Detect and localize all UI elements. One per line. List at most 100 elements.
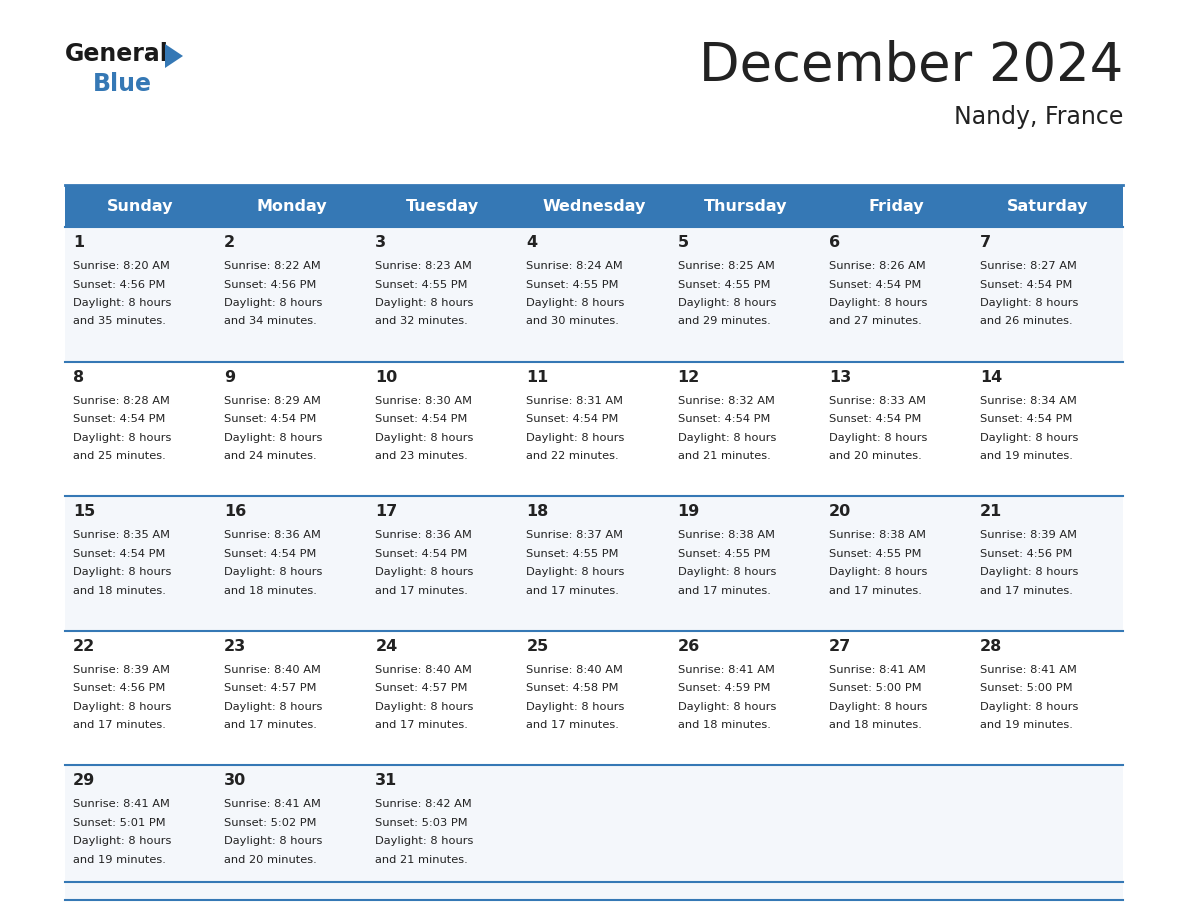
Text: Sunset: 4:56 PM: Sunset: 4:56 PM (980, 549, 1073, 559)
Text: Sunset: 4:55 PM: Sunset: 4:55 PM (526, 279, 619, 289)
Text: and 17 minutes.: and 17 minutes. (526, 721, 619, 731)
Text: Sunset: 4:56 PM: Sunset: 4:56 PM (225, 279, 316, 289)
Text: Sunset: 4:58 PM: Sunset: 4:58 PM (526, 683, 619, 693)
Text: and 19 minutes.: and 19 minutes. (980, 451, 1073, 461)
Text: Sunset: 4:54 PM: Sunset: 4:54 PM (72, 414, 165, 424)
Text: 5: 5 (677, 235, 689, 250)
Text: and 20 minutes.: and 20 minutes. (225, 855, 317, 865)
Text: 4: 4 (526, 235, 537, 250)
Text: Daylight: 8 hours: Daylight: 8 hours (72, 298, 171, 308)
Text: Daylight: 8 hours: Daylight: 8 hours (829, 567, 927, 577)
Text: Daylight: 8 hours: Daylight: 8 hours (526, 701, 625, 711)
Text: Daylight: 8 hours: Daylight: 8 hours (225, 701, 322, 711)
Bar (65, 497, 1123, 631)
Text: Friday: Friday (868, 198, 924, 214)
Text: December 2024: December 2024 (699, 40, 1123, 92)
Text: Sunset: 5:01 PM: Sunset: 5:01 PM (72, 818, 165, 828)
Text: and 17 minutes.: and 17 minutes. (980, 586, 1073, 596)
Text: and 19 minutes.: and 19 minutes. (72, 855, 166, 865)
Text: Sunrise: 8:24 AM: Sunrise: 8:24 AM (526, 261, 624, 271)
Text: and 29 minutes.: and 29 minutes. (677, 317, 770, 327)
Text: Sunset: 4:57 PM: Sunset: 4:57 PM (225, 683, 317, 693)
Text: Sunrise: 8:29 AM: Sunrise: 8:29 AM (225, 396, 321, 406)
Text: and 17 minutes.: and 17 minutes. (225, 721, 317, 731)
Text: and 25 minutes.: and 25 minutes. (72, 451, 166, 461)
Text: 25: 25 (526, 639, 549, 654)
Polygon shape (165, 44, 183, 68)
Text: Sunrise: 8:41 AM: Sunrise: 8:41 AM (980, 665, 1076, 675)
Text: and 27 minutes.: and 27 minutes. (829, 317, 922, 327)
Text: and 18 minutes.: and 18 minutes. (677, 721, 771, 731)
Text: Sunrise: 8:32 AM: Sunrise: 8:32 AM (677, 396, 775, 406)
Text: Daylight: 8 hours: Daylight: 8 hours (72, 567, 171, 577)
Text: Sunset: 4:54 PM: Sunset: 4:54 PM (980, 279, 1073, 289)
Text: 1: 1 (72, 235, 84, 250)
Text: 3: 3 (375, 235, 386, 250)
Text: 29: 29 (72, 773, 95, 789)
Text: Sunrise: 8:41 AM: Sunrise: 8:41 AM (72, 800, 170, 810)
Text: Sunset: 4:54 PM: Sunset: 4:54 PM (980, 414, 1073, 424)
Text: and 17 minutes.: and 17 minutes. (677, 586, 771, 596)
Text: Sunset: 5:02 PM: Sunset: 5:02 PM (225, 818, 317, 828)
Text: Sunday: Sunday (107, 198, 173, 214)
Text: Sunset: 4:55 PM: Sunset: 4:55 PM (526, 549, 619, 559)
Text: Daylight: 8 hours: Daylight: 8 hours (677, 298, 776, 308)
Text: Tuesday: Tuesday (406, 198, 480, 214)
Text: Wednesday: Wednesday (542, 198, 646, 214)
Text: and 20 minutes.: and 20 minutes. (829, 451, 922, 461)
Text: General: General (65, 42, 169, 66)
Text: Daylight: 8 hours: Daylight: 8 hours (225, 836, 322, 846)
Text: Sunrise: 8:34 AM: Sunrise: 8:34 AM (980, 396, 1076, 406)
Text: Sunrise: 8:41 AM: Sunrise: 8:41 AM (225, 800, 321, 810)
Text: 7: 7 (980, 235, 991, 250)
Text: Sunset: 4:54 PM: Sunset: 4:54 PM (526, 414, 619, 424)
Text: Sunrise: 8:22 AM: Sunrise: 8:22 AM (225, 261, 321, 271)
Text: Sunrise: 8:30 AM: Sunrise: 8:30 AM (375, 396, 473, 406)
Text: 23: 23 (225, 639, 246, 654)
Text: Sunrise: 8:33 AM: Sunrise: 8:33 AM (829, 396, 925, 406)
Text: and 22 minutes.: and 22 minutes. (526, 451, 619, 461)
Text: Sunset: 4:54 PM: Sunset: 4:54 PM (72, 549, 165, 559)
Text: Daylight: 8 hours: Daylight: 8 hours (980, 567, 1079, 577)
Text: Sunrise: 8:35 AM: Sunrise: 8:35 AM (72, 531, 170, 540)
Text: Daylight: 8 hours: Daylight: 8 hours (677, 701, 776, 711)
Text: Daylight: 8 hours: Daylight: 8 hours (526, 432, 625, 442)
Text: and 18 minutes.: and 18 minutes. (225, 586, 317, 596)
Text: Sunrise: 8:41 AM: Sunrise: 8:41 AM (677, 665, 775, 675)
Text: Sunrise: 8:40 AM: Sunrise: 8:40 AM (375, 665, 472, 675)
Text: 17: 17 (375, 504, 398, 520)
Text: Sunset: 4:55 PM: Sunset: 4:55 PM (375, 279, 468, 289)
Text: 20: 20 (829, 504, 851, 520)
Text: Sunrise: 8:38 AM: Sunrise: 8:38 AM (829, 531, 925, 540)
Text: Daylight: 8 hours: Daylight: 8 hours (829, 432, 927, 442)
Text: Saturday: Saturday (1006, 198, 1088, 214)
Text: Sunrise: 8:31 AM: Sunrise: 8:31 AM (526, 396, 624, 406)
Text: Daylight: 8 hours: Daylight: 8 hours (526, 567, 625, 577)
Text: Sunrise: 8:36 AM: Sunrise: 8:36 AM (225, 531, 321, 540)
Text: Daylight: 8 hours: Daylight: 8 hours (677, 432, 776, 442)
Text: Sunset: 4:54 PM: Sunset: 4:54 PM (677, 414, 770, 424)
Text: Daylight: 8 hours: Daylight: 8 hours (72, 701, 171, 711)
Text: Sunrise: 8:39 AM: Sunrise: 8:39 AM (980, 531, 1076, 540)
Text: and 35 minutes.: and 35 minutes. (72, 317, 166, 327)
Text: Sunset: 4:59 PM: Sunset: 4:59 PM (677, 683, 770, 693)
Text: Daylight: 8 hours: Daylight: 8 hours (72, 836, 171, 846)
Text: Sunrise: 8:28 AM: Sunrise: 8:28 AM (72, 396, 170, 406)
Text: Sunset: 4:55 PM: Sunset: 4:55 PM (677, 549, 770, 559)
Bar (65, 227, 1123, 362)
Text: and 23 minutes.: and 23 minutes. (375, 451, 468, 461)
Text: 21: 21 (980, 504, 1003, 520)
Text: Nandy, France: Nandy, France (954, 105, 1123, 129)
Text: Daylight: 8 hours: Daylight: 8 hours (677, 567, 776, 577)
Text: Sunset: 5:00 PM: Sunset: 5:00 PM (980, 683, 1073, 693)
Text: 11: 11 (526, 370, 549, 385)
Text: and 21 minutes.: and 21 minutes. (375, 855, 468, 865)
Text: 15: 15 (72, 504, 95, 520)
Text: 30: 30 (225, 773, 246, 789)
Text: Daylight: 8 hours: Daylight: 8 hours (829, 298, 927, 308)
Text: Daylight: 8 hours: Daylight: 8 hours (980, 432, 1079, 442)
Text: Daylight: 8 hours: Daylight: 8 hours (225, 567, 322, 577)
Text: Daylight: 8 hours: Daylight: 8 hours (829, 701, 927, 711)
Text: 28: 28 (980, 639, 1003, 654)
Text: and 34 minutes.: and 34 minutes. (225, 317, 317, 327)
